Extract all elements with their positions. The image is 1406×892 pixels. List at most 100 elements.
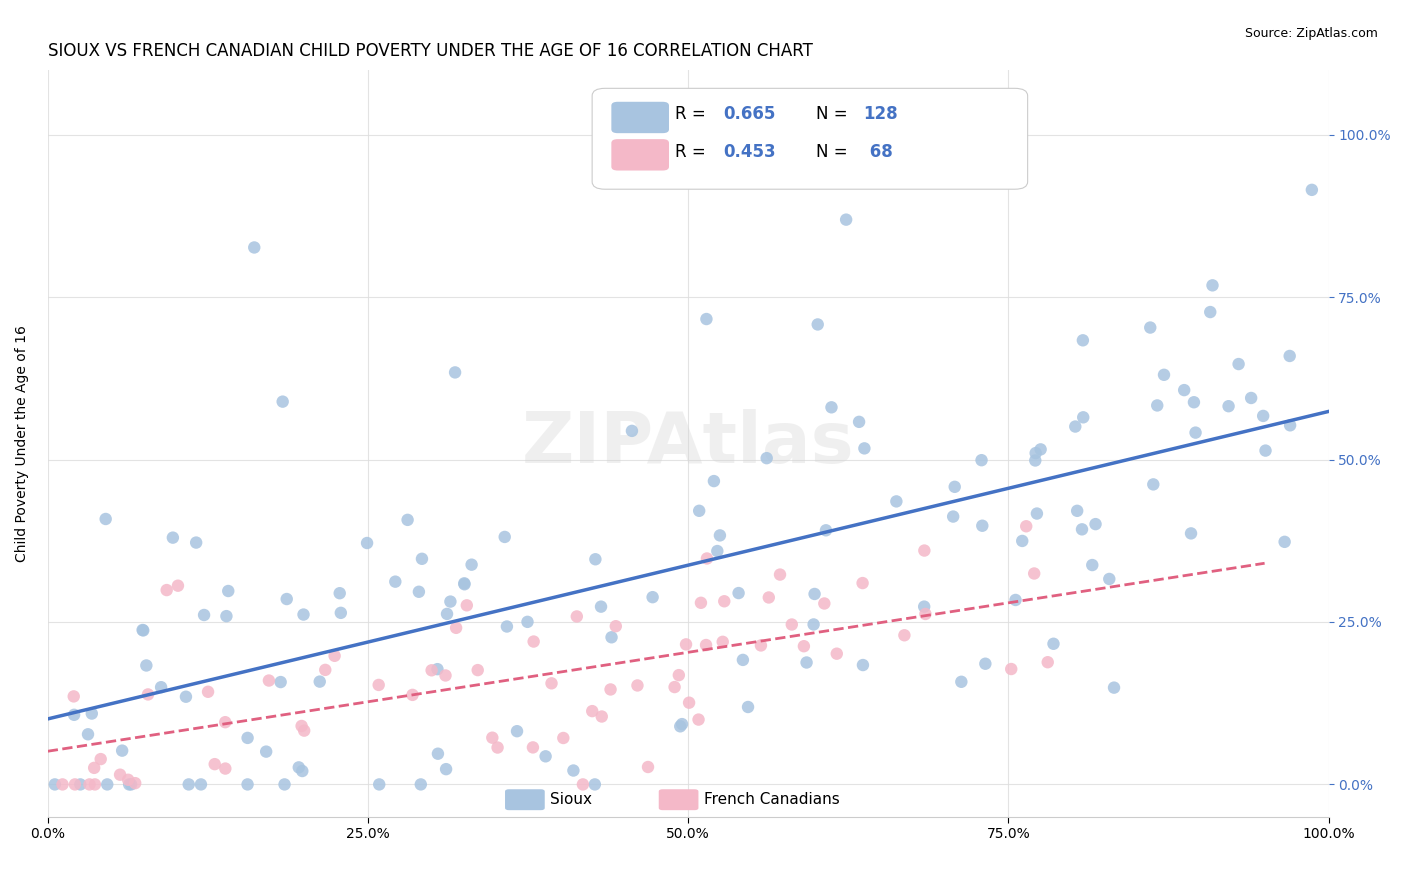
Point [254,745,277,759]
Point [1064,419,1087,434]
FancyBboxPatch shape [612,102,669,133]
Point [80,706,103,721]
Text: Sioux: Sioux [550,792,592,807]
Point [411,551,433,566]
Point [1201,278,1223,293]
Text: French Canadians: French Canadians [703,792,839,807]
Point [814,524,837,538]
Point [731,653,754,667]
Point [540,676,562,690]
Point [1036,655,1059,669]
Point [426,747,449,761]
Point [401,688,423,702]
Point [94,512,117,526]
Point [848,415,870,429]
Point [506,724,529,739]
Point [1098,572,1121,586]
Point [565,609,588,624]
Point [236,777,259,791]
Point [1024,453,1046,467]
Point [1081,558,1104,572]
Point [516,615,538,629]
Point [886,494,908,508]
Point [974,657,997,671]
Point [703,474,725,488]
FancyBboxPatch shape [505,789,544,810]
Point [44,777,66,791]
Point [439,594,461,608]
Point [356,536,378,550]
Point [111,744,134,758]
Text: R =: R = [675,105,711,123]
Point [62,690,84,704]
Point [695,638,717,652]
Point [950,674,973,689]
Point [589,599,612,614]
Point [257,673,280,688]
Point [186,535,208,549]
Point [436,607,458,621]
Point [690,596,713,610]
Point [323,648,346,663]
Point [1218,399,1240,413]
Point [1024,566,1046,581]
Point [534,749,557,764]
Point [972,518,994,533]
Point [456,599,478,613]
Point [1102,681,1125,695]
Point [288,760,311,774]
Point [758,591,780,605]
Text: 128: 128 [863,105,898,123]
Point [803,587,825,601]
Point [481,731,503,745]
Point [117,772,139,787]
Point [696,551,718,566]
Point [912,543,935,558]
Point [1182,395,1205,409]
Point [426,662,449,676]
Point [1184,425,1206,440]
Point [678,696,700,710]
Point [669,719,692,733]
Point [135,658,157,673]
Point [1240,391,1263,405]
Point [1199,305,1222,319]
Point [292,607,315,622]
Point [583,777,606,791]
Point [329,586,352,600]
Point [132,624,155,638]
Point [236,731,259,745]
Point [214,762,236,776]
Point [599,682,621,697]
Point [803,617,825,632]
Text: R =: R = [675,143,711,161]
Point [688,504,710,518]
Point [108,767,131,781]
Point [1025,446,1047,460]
Point [1251,409,1274,423]
Point [434,762,457,776]
Point [77,727,100,741]
Point [605,619,627,633]
Point [912,599,935,614]
Point [63,777,86,791]
Point [214,715,236,730]
Point [1139,320,1161,334]
Point [243,240,266,254]
Point [780,617,803,632]
Point [193,607,215,622]
Point [914,607,936,621]
Point [1173,383,1195,397]
Point [367,678,389,692]
Point [600,630,623,644]
Text: 0.665: 0.665 [723,105,775,123]
Point [368,777,391,791]
Point [434,668,457,682]
Point [664,680,686,694]
Point [460,558,482,572]
Point [562,764,585,778]
Point [1042,637,1064,651]
Point [136,688,159,702]
Point [1153,368,1175,382]
Text: N =: N = [817,143,853,161]
